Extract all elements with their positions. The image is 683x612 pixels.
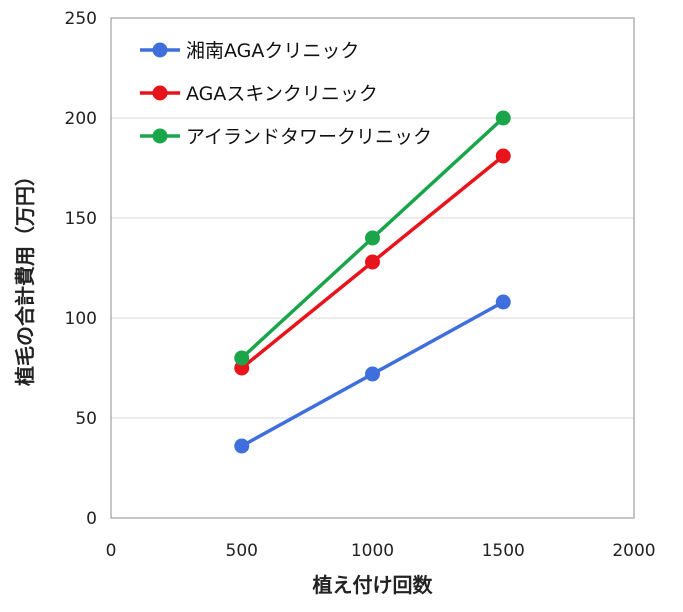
data-point [365,254,380,270]
data-point [495,294,511,310]
data-point [495,110,511,126]
legend-marker [152,42,168,58]
y-tick-label: 50 [75,409,97,429]
series-2 [234,148,511,376]
legend-marker [152,85,168,101]
legend-label: アイランドタワークリニック [186,126,432,148]
y-tick-label: 200 [65,109,97,129]
x-axis-title: 植え付け回数 [313,573,434,597]
data-point [234,350,250,366]
y-tick-label: 0 [86,509,97,529]
plot-area-frame [110,17,635,519]
legend-item: アイランドタワークリニック [140,126,432,148]
legend-item: 湘南AGAクリニック [140,40,359,62]
axes: 0 50 100 150 200 250 0 500 1000 1500 2000 [65,9,656,561]
x-tick-label: 2000 [612,541,655,561]
series-3 [234,110,511,366]
series-group [234,110,511,454]
data-point [365,366,380,382]
series-1 [234,294,511,454]
grid-lines [111,117,634,419]
legend-label: AGAスキンクリニック [186,83,378,105]
y-tick-label: 150 [65,209,97,229]
data-point [365,230,380,246]
data-point [495,148,511,164]
x-tick-label: 1500 [482,541,525,561]
legend-marker [152,128,168,144]
x-tick-label: 500 [226,541,258,561]
y-axis-title: 植毛の合計費用（万円） [13,166,37,386]
y-tick-label: 250 [65,9,97,29]
y-tick-label: 100 [65,309,97,329]
legend-label: 湘南AGAクリニック [186,40,359,62]
legend-item: AGAスキンクリニック [140,83,378,105]
x-tick-label: 0 [106,541,117,561]
data-point [234,438,250,454]
x-tick-label: 1000 [351,541,394,561]
